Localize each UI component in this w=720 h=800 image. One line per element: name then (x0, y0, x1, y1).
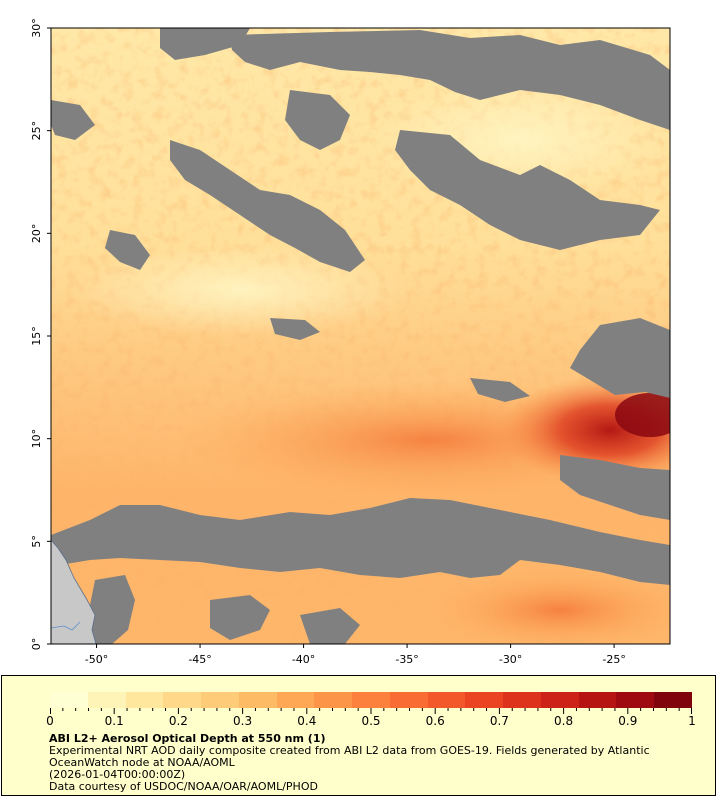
warm-aod-band-south (430, 570, 670, 644)
legend-credit: Data courtesy of USDOC/NOAA/OAR/AOML/PHO… (49, 780, 318, 793)
lat-tick-label: 5° (30, 535, 43, 548)
colorbar-segment (163, 692, 202, 708)
lat-tick-label: 15° (30, 326, 43, 346)
colorbar-segment (314, 692, 353, 708)
colorbar-label: 0.4 (297, 714, 317, 728)
colorbar-label: 0.8 (554, 714, 574, 728)
lon-tick-label: -30° (499, 653, 522, 666)
colorbar-label: 0.5 (361, 714, 381, 728)
colorbar-segment (201, 692, 239, 708)
south-america-land (51, 540, 96, 644)
lat-tick-label: 0° (30, 638, 43, 651)
lon-tick-label: -35° (395, 653, 418, 666)
colorbar-segment (389, 692, 428, 708)
aod-map[interactable] (51, 28, 720, 650)
colorbar-label: 0.1 (104, 714, 124, 728)
pale-aod-region (70, 245, 410, 335)
legend-date: (2026-01-04T00:00:00Z) (49, 768, 186, 781)
colorbar-ticks (50, 708, 692, 714)
colorbar-segment (87, 692, 126, 708)
colorbar-segment (616, 692, 655, 708)
colorbar-segment (465, 692, 504, 708)
colorbar-segment (238, 692, 277, 708)
colorbar-segment (540, 692, 579, 708)
no-data-clouds (51, 28, 670, 644)
lon-tick-label: -50° (85, 653, 108, 666)
lon-tick-label: -45° (188, 653, 211, 666)
colorbar-segment (125, 692, 164, 708)
lat-tick-label: 10° (30, 429, 43, 449)
coastline (51, 539, 97, 644)
colorbar-segment (578, 692, 617, 708)
colorbar-segment (427, 692, 466, 708)
legend-panel: 0 0.1 0.2 0.3 0.4 0.5 0.6 0.7 0.8 0.9 1 ABI L2+ Ae… (1, 675, 716, 796)
colorbar (50, 692, 693, 708)
legend-title: ABI L2+ Aerosol Optical Depth at 550 nm … (49, 732, 326, 745)
colorbar-label: 0.3 (233, 714, 253, 728)
colorbar-label: 0.6 (425, 714, 445, 728)
lon-tick-label: -40° (292, 653, 315, 666)
colorbar-label: 0.7 (489, 714, 509, 728)
lat-tick-label: 20° (30, 224, 43, 244)
colorbar-segment (503, 692, 541, 708)
colorbar-segment (276, 692, 315, 708)
colorbar-segment (654, 692, 693, 708)
lat-tick-label: 25° (30, 121, 43, 141)
colorbar-label: 0 (46, 714, 54, 728)
map-figure: -50° -45° -40° -35° -30° -25° 0° 5° 10° 15° 20° 25… (30, 18, 720, 666)
lat-tick-label: 30° (30, 18, 43, 38)
legend-description: Experimental NRT AOD daily composite cre… (49, 744, 650, 769)
longitude-axis: -50° -45° -40° -35° -30° -25° (85, 644, 626, 666)
colorbar-label: 0.9 (618, 714, 638, 728)
colorbar-segment (50, 692, 88, 708)
colorbar-labels: 0 0.1 0.2 0.3 0.4 0.5 0.6 0.7 0.8 0.9 1 (46, 714, 696, 728)
lon-tick-label: -25° (602, 653, 625, 666)
colorbar-label: 1 (688, 714, 696, 728)
high-aod-core (615, 393, 670, 437)
river (51, 621, 81, 631)
latitude-axis: 0° 5° 10° 15° 20° 25° 30° (30, 18, 51, 650)
legend-text: ABI L2+ Aerosol Optical Depth at 550 nm … (49, 733, 689, 793)
colorbar-segment (352, 692, 390, 708)
colorbar-label: 0.2 (168, 714, 188, 728)
